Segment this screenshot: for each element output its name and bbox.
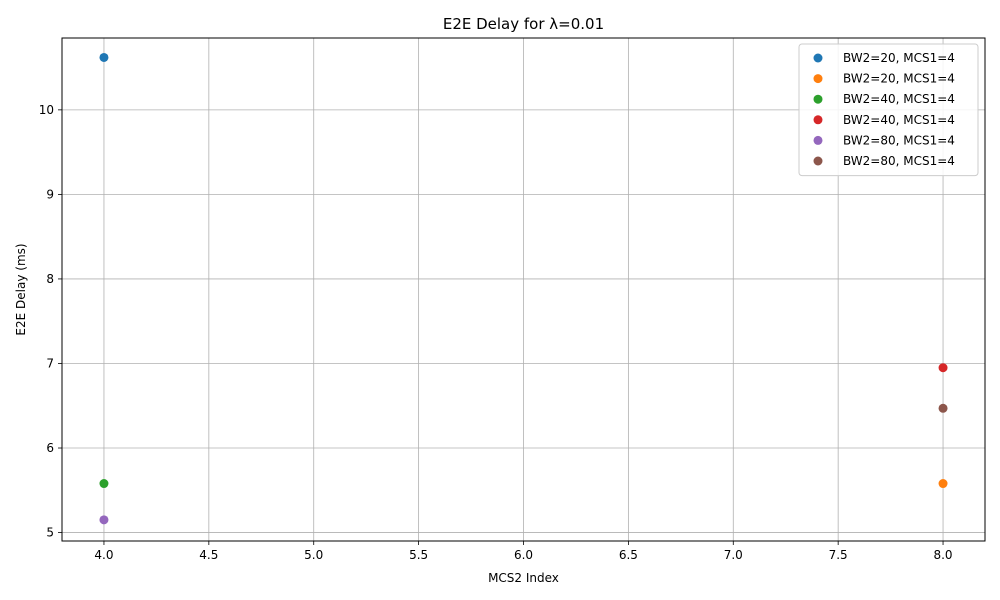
data-point-series-2 bbox=[99, 479, 109, 489]
data-point-series-1 bbox=[938, 479, 948, 489]
y-tick-label: 5 bbox=[46, 526, 54, 540]
y-axis-ticks: 5 6 7 8 9 10 bbox=[39, 103, 62, 540]
x-tick-label: 7.5 bbox=[829, 548, 848, 562]
data-point-series-0 bbox=[99, 52, 109, 62]
legend-marker bbox=[813, 74, 823, 84]
x-tick-label: 4.5 bbox=[199, 548, 218, 562]
data-point-series-5 bbox=[938, 403, 948, 413]
legend-entry-label: BW2=20, MCS1=4 bbox=[843, 51, 955, 65]
x-tick-label: 5.0 bbox=[304, 548, 323, 562]
y-tick-label: 8 bbox=[46, 272, 54, 286]
data-point-series-4 bbox=[99, 515, 109, 525]
legend-entry-label: BW2=80, MCS1=4 bbox=[843, 133, 955, 147]
legend-entry-label: BW2=40, MCS1=4 bbox=[843, 113, 955, 127]
x-tick-label: 7.0 bbox=[724, 548, 743, 562]
y-tick-label: 6 bbox=[46, 441, 54, 455]
data-point-series-3 bbox=[938, 363, 948, 373]
chart-title: E2E Delay for λ=0.01 bbox=[443, 15, 604, 33]
x-tick-label: 8.0 bbox=[933, 548, 952, 562]
x-tick-label: 4.0 bbox=[94, 548, 113, 562]
x-axis-label: MCS2 Index bbox=[488, 571, 559, 585]
legend: BW2=20, MCS1=4 BW2=20, MCS1=4 BW2=40, MCS1… bbox=[798, 43, 979, 177]
legend-marker bbox=[813, 94, 823, 104]
legend-entry-label: BW2=80, MCS1=4 bbox=[843, 154, 955, 168]
y-axis-label: E2E Delay (ms) bbox=[14, 243, 28, 335]
legend-box bbox=[798, 43, 979, 177]
x-axis-ticks: 4.0 4.5 5.0 5.5 6.0 6.5 7.0 7.5 8.0 bbox=[94, 541, 953, 562]
y-tick-label: 7 bbox=[46, 356, 54, 370]
data-points bbox=[99, 52, 948, 525]
y-tick-label: 10 bbox=[39, 103, 54, 117]
x-tick-label: 5.5 bbox=[409, 548, 428, 562]
legend-marker bbox=[813, 115, 823, 125]
legend-marker bbox=[813, 135, 823, 145]
legend-marker bbox=[813, 53, 823, 63]
x-tick-label: 6.0 bbox=[514, 548, 533, 562]
y-tick-label: 9 bbox=[46, 187, 54, 201]
x-tick-label: 6.5 bbox=[619, 548, 638, 562]
legend-entry-label: BW2=20, MCS1=4 bbox=[843, 72, 955, 86]
legend-marker bbox=[813, 156, 823, 166]
legend-entry-label: BW2=40, MCS1=4 bbox=[843, 92, 955, 106]
